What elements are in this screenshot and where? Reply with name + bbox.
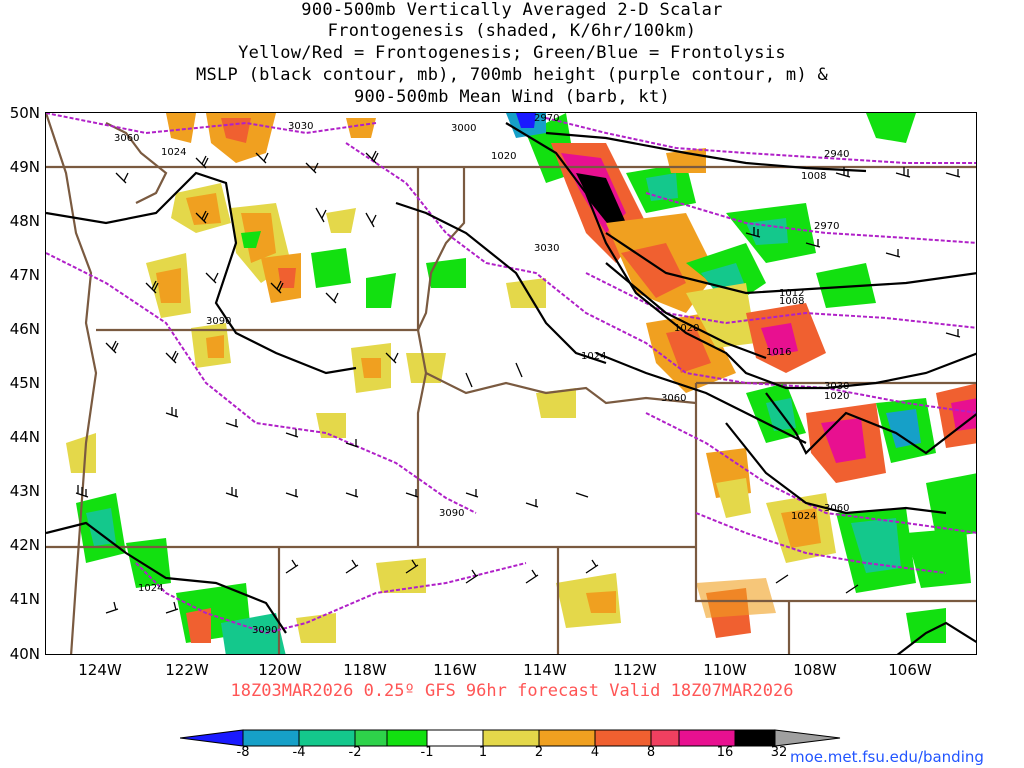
colorbar-swatch [386,729,428,747]
lat-label: 42N [9,536,40,554]
lat-label: 46N [9,320,40,338]
height-label: 3060 [824,503,849,514]
mslp-label: 1020 [824,391,849,402]
mslp-label: 1008 [779,296,804,307]
colorbar-swatch [774,729,841,747]
lon-label: 108W [793,661,837,679]
mslp-label: 1024 [138,583,163,594]
map-svg: 1024 1020 1008 1012 1008 1020 1016 1024 … [46,113,976,654]
colorbar-swatch [538,729,596,747]
colorbar-label: -1 [420,745,434,760]
title-line-1: 900-500mb Vertically Averaged 2-D Scalar [301,0,723,20]
colorbar-swatch [426,729,484,747]
mslp-label: 1020 [674,323,699,334]
height-label: 2940 [824,149,849,160]
colorbar-label: -4 [292,745,306,760]
lon-label: 112W [613,661,657,679]
height-label: 2970 [534,113,559,124]
mslp-label: 1020 [491,151,516,162]
mslp-label: 1016 [766,347,791,358]
map-panel: 1024 1020 1008 1012 1008 1020 1016 1024 … [45,112,977,655]
height-label: 3030 [288,121,313,132]
lat-label: 49N [9,158,40,176]
colorbar [180,729,841,747]
credit-link[interactable]: moe.met.fsu.edu/banding [790,748,984,766]
lat-label: 47N [9,266,40,284]
title-line-4: MSLP (black contour, mb), 700mb height (… [195,65,829,85]
colorbar-swatch [180,729,244,747]
colorbar-label: 32 [770,745,788,760]
colorbar-label: 4 [590,745,600,760]
lon-label: 124W [78,661,122,679]
height-label: 3030 [824,381,849,392]
lat-label: 44N [9,428,40,446]
lat-label: 50N [9,104,40,122]
colorbar-swatch [354,729,388,747]
forecast-valid-text: 18Z03MAR2026 0.25º GFS 96hr forecast Val… [230,681,794,701]
colorbar-label: 8 [646,745,656,760]
lon-label: 118W [343,661,387,679]
colorbar-label: -2 [348,745,362,760]
lon-label: 120W [258,661,302,679]
mslp-label: 1012 [779,288,804,299]
lat-label: 45N [9,374,40,392]
lon-label: 122W [165,661,209,679]
frontogenesis-shading [66,113,976,654]
colorbar-label: 16 [716,745,734,760]
height-label: 3060 [114,133,139,144]
colorbar-swatch [594,729,652,747]
title-line-2: Frontogenesis (shaded, K/6hr/100km) [327,21,697,41]
title-line-3: Yellow/Red = Frontogenesis; Green/Blue =… [238,43,786,63]
lat-label: 48N [9,212,40,230]
height-label: 3000 [451,123,476,134]
colorbar-swatch [678,729,736,747]
colorbar-swatch [482,729,540,747]
colorbar-swatch [242,729,300,747]
height-label: 3030 [534,243,559,254]
colorbar-swatch [734,729,776,747]
colorbar-label: 2 [534,745,544,760]
lon-label: 116W [433,661,477,679]
mslp-label: 1008 [801,171,826,182]
lat-label: 41N [9,590,40,608]
height-labels: 3060 3030 3000 2970 2940 2970 3030 3090 … [114,113,849,636]
colorbar-label: 1 [478,745,488,760]
title-line-5: 900-500mb Mean Wind (barb, kt) [353,87,671,107]
lon-label: 110W [703,661,747,679]
height-label: 3090 [252,625,277,636]
height-label: 3060 [661,393,686,404]
mslp-label: 1024 [161,147,186,158]
lon-label: 114W [523,661,567,679]
lat-label: 40N [9,645,40,663]
height-label: 3090 [206,316,231,327]
colorbar-label: -8 [236,745,250,760]
height-label: 2970 [814,221,839,232]
height-label: 3090 [439,508,464,519]
colorbar-swatch [650,729,680,747]
mslp-label: 1024 [581,351,606,362]
lat-label: 43N [9,482,40,500]
mslp-contours [46,122,976,654]
colorbar-swatch [298,729,356,747]
mslp-label: 1024 [791,511,816,522]
contour-labels: 1024 1020 1008 1012 1008 1020 1016 1024 … [138,147,849,594]
lon-label: 106W [888,661,932,679]
wind-barbs [75,150,961,614]
